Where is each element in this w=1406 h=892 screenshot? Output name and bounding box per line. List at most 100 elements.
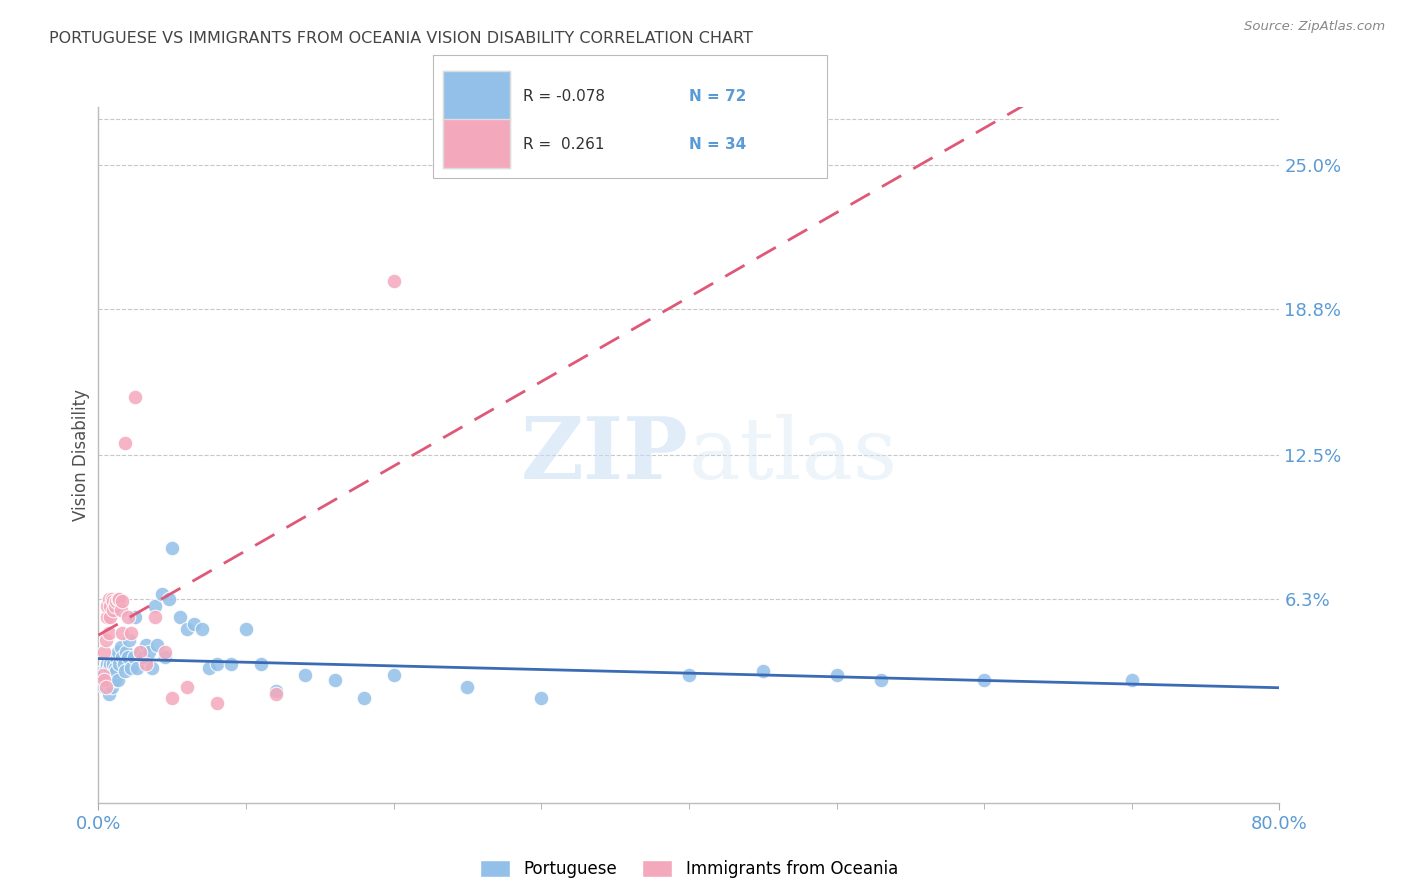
Point bbox=[100, 680, 122, 694]
Point bbox=[110, 603, 132, 617]
Point bbox=[198, 661, 221, 675]
Point bbox=[143, 599, 166, 613]
Point bbox=[104, 599, 127, 613]
Point bbox=[973, 673, 995, 687]
Point bbox=[107, 673, 129, 687]
Point bbox=[97, 591, 120, 606]
Point bbox=[457, 680, 479, 694]
Point bbox=[153, 649, 176, 664]
Point bbox=[264, 684, 287, 698]
Point bbox=[105, 649, 128, 664]
Point bbox=[141, 661, 163, 675]
Point bbox=[264, 687, 287, 701]
Point bbox=[382, 274, 405, 288]
Point bbox=[870, 673, 893, 687]
Point bbox=[146, 638, 169, 652]
Point bbox=[97, 687, 120, 701]
Text: R = -0.078: R = -0.078 bbox=[523, 89, 605, 103]
Point bbox=[98, 664, 121, 678]
Point bbox=[103, 594, 125, 608]
Point bbox=[752, 664, 775, 678]
Point bbox=[114, 436, 136, 450]
Point bbox=[94, 680, 117, 694]
Point bbox=[97, 661, 120, 675]
Point bbox=[103, 668, 125, 682]
Point bbox=[107, 591, 129, 606]
Point bbox=[91, 664, 114, 678]
Point bbox=[1121, 673, 1143, 687]
Point bbox=[162, 541, 183, 555]
Y-axis label: Vision Disability: Vision Disability bbox=[72, 389, 90, 521]
Point bbox=[100, 591, 122, 606]
Point bbox=[221, 657, 243, 671]
Point bbox=[94, 673, 117, 687]
Point bbox=[104, 673, 127, 687]
Point bbox=[108, 591, 131, 606]
Point bbox=[122, 649, 145, 664]
Point bbox=[382, 668, 405, 682]
Point bbox=[294, 668, 316, 682]
Point bbox=[97, 668, 120, 682]
Point bbox=[143, 610, 166, 624]
Point bbox=[117, 649, 139, 664]
Point bbox=[128, 645, 150, 659]
Point bbox=[157, 591, 180, 606]
Point bbox=[93, 680, 115, 694]
Point bbox=[128, 645, 150, 659]
Point bbox=[323, 673, 346, 687]
Point bbox=[135, 638, 157, 652]
Point bbox=[162, 691, 183, 706]
Point bbox=[98, 599, 121, 613]
Point bbox=[108, 657, 131, 671]
Point bbox=[100, 668, 122, 682]
Point bbox=[176, 680, 198, 694]
Text: PORTUGUESE VS IMMIGRANTS FROM OCEANIA VISION DISABILITY CORRELATION CHART: PORTUGUESE VS IMMIGRANTS FROM OCEANIA VI… bbox=[49, 31, 754, 46]
Point bbox=[93, 645, 115, 659]
Point bbox=[153, 645, 176, 659]
Point bbox=[111, 626, 134, 640]
Point bbox=[150, 587, 173, 601]
Point bbox=[111, 649, 134, 664]
Point bbox=[91, 673, 114, 687]
Point bbox=[205, 657, 228, 671]
Point bbox=[93, 668, 115, 682]
Point bbox=[90, 668, 112, 682]
Point bbox=[98, 610, 121, 624]
Point bbox=[825, 668, 848, 682]
Point bbox=[678, 668, 700, 682]
Point bbox=[96, 599, 118, 613]
Text: atlas: atlas bbox=[689, 413, 898, 497]
Point bbox=[176, 622, 198, 636]
Text: N = 34: N = 34 bbox=[689, 137, 747, 152]
Point bbox=[96, 668, 118, 682]
Point bbox=[96, 610, 118, 624]
Point bbox=[112, 657, 135, 671]
Point bbox=[118, 633, 141, 648]
Point bbox=[120, 661, 142, 675]
Point bbox=[93, 673, 115, 687]
Point bbox=[96, 657, 118, 671]
Point bbox=[98, 673, 121, 687]
Point bbox=[105, 594, 128, 608]
Text: ZIP: ZIP bbox=[522, 413, 689, 497]
Point bbox=[94, 680, 117, 694]
Point bbox=[96, 675, 118, 690]
Point bbox=[353, 691, 375, 706]
Point bbox=[94, 633, 117, 648]
Point bbox=[98, 657, 121, 671]
Point bbox=[138, 645, 160, 659]
Point bbox=[104, 661, 127, 675]
Point bbox=[132, 649, 155, 664]
Point bbox=[115, 645, 138, 659]
Point bbox=[103, 657, 125, 671]
Text: Source: ZipAtlas.com: Source: ZipAtlas.com bbox=[1244, 20, 1385, 33]
Point bbox=[183, 617, 205, 632]
Point bbox=[191, 622, 214, 636]
Point bbox=[110, 640, 132, 655]
Point bbox=[169, 610, 191, 624]
Text: R =  0.261: R = 0.261 bbox=[523, 137, 605, 152]
Point bbox=[250, 657, 273, 671]
Point bbox=[124, 390, 146, 404]
Point bbox=[114, 664, 136, 678]
Point bbox=[135, 657, 157, 671]
